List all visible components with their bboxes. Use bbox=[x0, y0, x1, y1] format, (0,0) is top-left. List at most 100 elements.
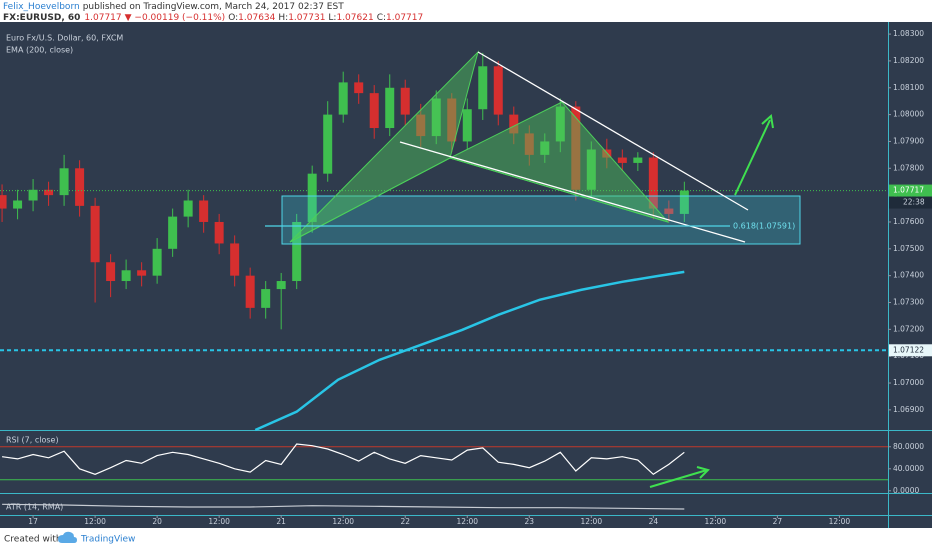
author[interactable]: Felix_Hoevelborn bbox=[3, 2, 80, 12]
candle-body bbox=[431, 98, 441, 137]
candle-body bbox=[75, 168, 85, 206]
ohlc-value: 1.07731 bbox=[288, 13, 325, 23]
candle-body bbox=[509, 114, 519, 134]
candle-body bbox=[199, 200, 209, 222]
x-tick-label: 12:00 bbox=[705, 517, 727, 526]
price: 1.07717 bbox=[84, 13, 121, 23]
candle-body bbox=[354, 82, 364, 94]
rsi-legend: RSI (7, close) bbox=[6, 436, 59, 445]
candle-body bbox=[276, 281, 286, 290]
x-tick-label: 12:00 bbox=[456, 517, 478, 526]
y-tick-label: 1.08200 bbox=[893, 56, 924, 65]
y-tick-label: 1.08100 bbox=[893, 83, 924, 92]
y-tick-label: 1.07900 bbox=[893, 136, 924, 145]
y-tick-label: 1.08000 bbox=[893, 110, 924, 119]
countdown: 22:38 bbox=[903, 198, 925, 207]
candle-body bbox=[478, 66, 488, 110]
candle-body bbox=[44, 189, 54, 196]
candle-body bbox=[524, 133, 534, 155]
y-tick-label: 80.0000 bbox=[893, 442, 924, 451]
candle-body bbox=[28, 189, 38, 201]
candle-body bbox=[121, 270, 131, 282]
y-tick-label: 1.08300 bbox=[893, 29, 924, 38]
arrow bbox=[649, 469, 708, 488]
published: published on TradingView.com, March 24, … bbox=[83, 2, 344, 12]
arrow-head bbox=[696, 466, 710, 479]
footer-text: Created with bbox=[4, 535, 62, 545]
publish-line: Felix_Hoevelborn published on TradingView… bbox=[3, 2, 344, 12]
level-label: 1.07122 bbox=[893, 345, 924, 354]
last-price-label: 1.07717 bbox=[893, 186, 924, 195]
y-tick-label: 1.07300 bbox=[893, 298, 924, 307]
candle-body bbox=[633, 157, 643, 163]
ohlc-key: L: bbox=[328, 13, 336, 23]
ema-line bbox=[254, 270, 685, 432]
ohlc-value: 1.07634 bbox=[238, 13, 275, 23]
candle-body bbox=[13, 200, 23, 209]
indicator-line bbox=[2, 503, 685, 510]
logo bbox=[58, 531, 77, 543]
x-tick-label: 12:00 bbox=[84, 517, 106, 526]
candle-body bbox=[586, 149, 596, 190]
candle-body bbox=[555, 106, 565, 142]
y-tick-label: 1.06900 bbox=[893, 405, 924, 414]
x-tick-label: 17 bbox=[28, 517, 38, 526]
candle-body bbox=[679, 190, 689, 214]
last-price-bg bbox=[889, 184, 932, 197]
x-tick-label: 23 bbox=[525, 517, 535, 526]
candle-body bbox=[416, 114, 426, 137]
x-tick-label: 20 bbox=[152, 517, 162, 526]
trend-line bbox=[477, 51, 749, 211]
candle-body bbox=[292, 221, 302, 282]
candle-body bbox=[571, 106, 581, 190]
atr-legend: ATR (14, RMA) bbox=[6, 503, 63, 512]
y-tick-label: 1.07400 bbox=[893, 271, 924, 280]
arrow-head bbox=[761, 114, 774, 129]
candle-body bbox=[307, 173, 317, 222]
quote-line: FX:EURUSD, 60 1.07717 ▼ −0.00119 (−0.11%) O… bbox=[3, 13, 423, 23]
y-tick-label: 0.0000 bbox=[893, 486, 919, 495]
y-tick-label: 1.07800 bbox=[893, 163, 924, 172]
ohlc-key: C: bbox=[377, 13, 386, 23]
y-tick-label: 1.07500 bbox=[893, 244, 924, 253]
candle-body bbox=[245, 275, 255, 308]
fib-label: 0.618(1.07591) bbox=[733, 222, 795, 231]
pattern-line bbox=[289, 157, 669, 243]
candle-body bbox=[462, 109, 472, 142]
indicator-legend: EMA (200, close) bbox=[6, 46, 73, 55]
candle-body bbox=[602, 149, 612, 158]
y-tick-label: 40.0000 bbox=[893, 464, 924, 473]
candle-body bbox=[261, 289, 271, 308]
candle-body bbox=[447, 98, 457, 142]
candle-body bbox=[230, 243, 240, 276]
candle-body bbox=[664, 208, 674, 214]
y-tick-label: 1.07600 bbox=[893, 217, 924, 226]
level-label-bg bbox=[889, 344, 932, 357]
x-tick-label: 21 bbox=[276, 517, 286, 526]
x-tick-label: 12:00 bbox=[829, 517, 851, 526]
candle-body bbox=[106, 262, 116, 282]
x-tick-label: 22 bbox=[400, 517, 410, 526]
y-tick-label: 1.07200 bbox=[893, 324, 924, 333]
ohlc-value: 1.07717 bbox=[386, 13, 423, 23]
x-tick-label: 12:00 bbox=[332, 517, 354, 526]
zone-rect bbox=[281, 195, 801, 245]
candle-body bbox=[0, 195, 7, 209]
candle-body bbox=[493, 66, 503, 115]
pane-borders bbox=[0, 22, 932, 528]
candle-body bbox=[648, 157, 658, 209]
candle-body bbox=[400, 87, 410, 115]
series-legend: Euro Fx/U.S. Dollar, 60, FXCM bbox=[6, 34, 123, 43]
footer-brand[interactable]: TradingView bbox=[80, 535, 135, 545]
candle-body bbox=[168, 216, 178, 249]
countdown-bg bbox=[889, 196, 932, 209]
x-tick-label: 12:00 bbox=[580, 517, 602, 526]
indicator-line bbox=[2, 443, 685, 476]
ohlc-value: 1.07621 bbox=[336, 13, 373, 23]
candle-body bbox=[183, 200, 193, 217]
candle-body bbox=[369, 93, 379, 129]
candle-body bbox=[152, 248, 162, 276]
candle-body bbox=[323, 114, 333, 174]
x-tick-label: 24 bbox=[649, 517, 659, 526]
